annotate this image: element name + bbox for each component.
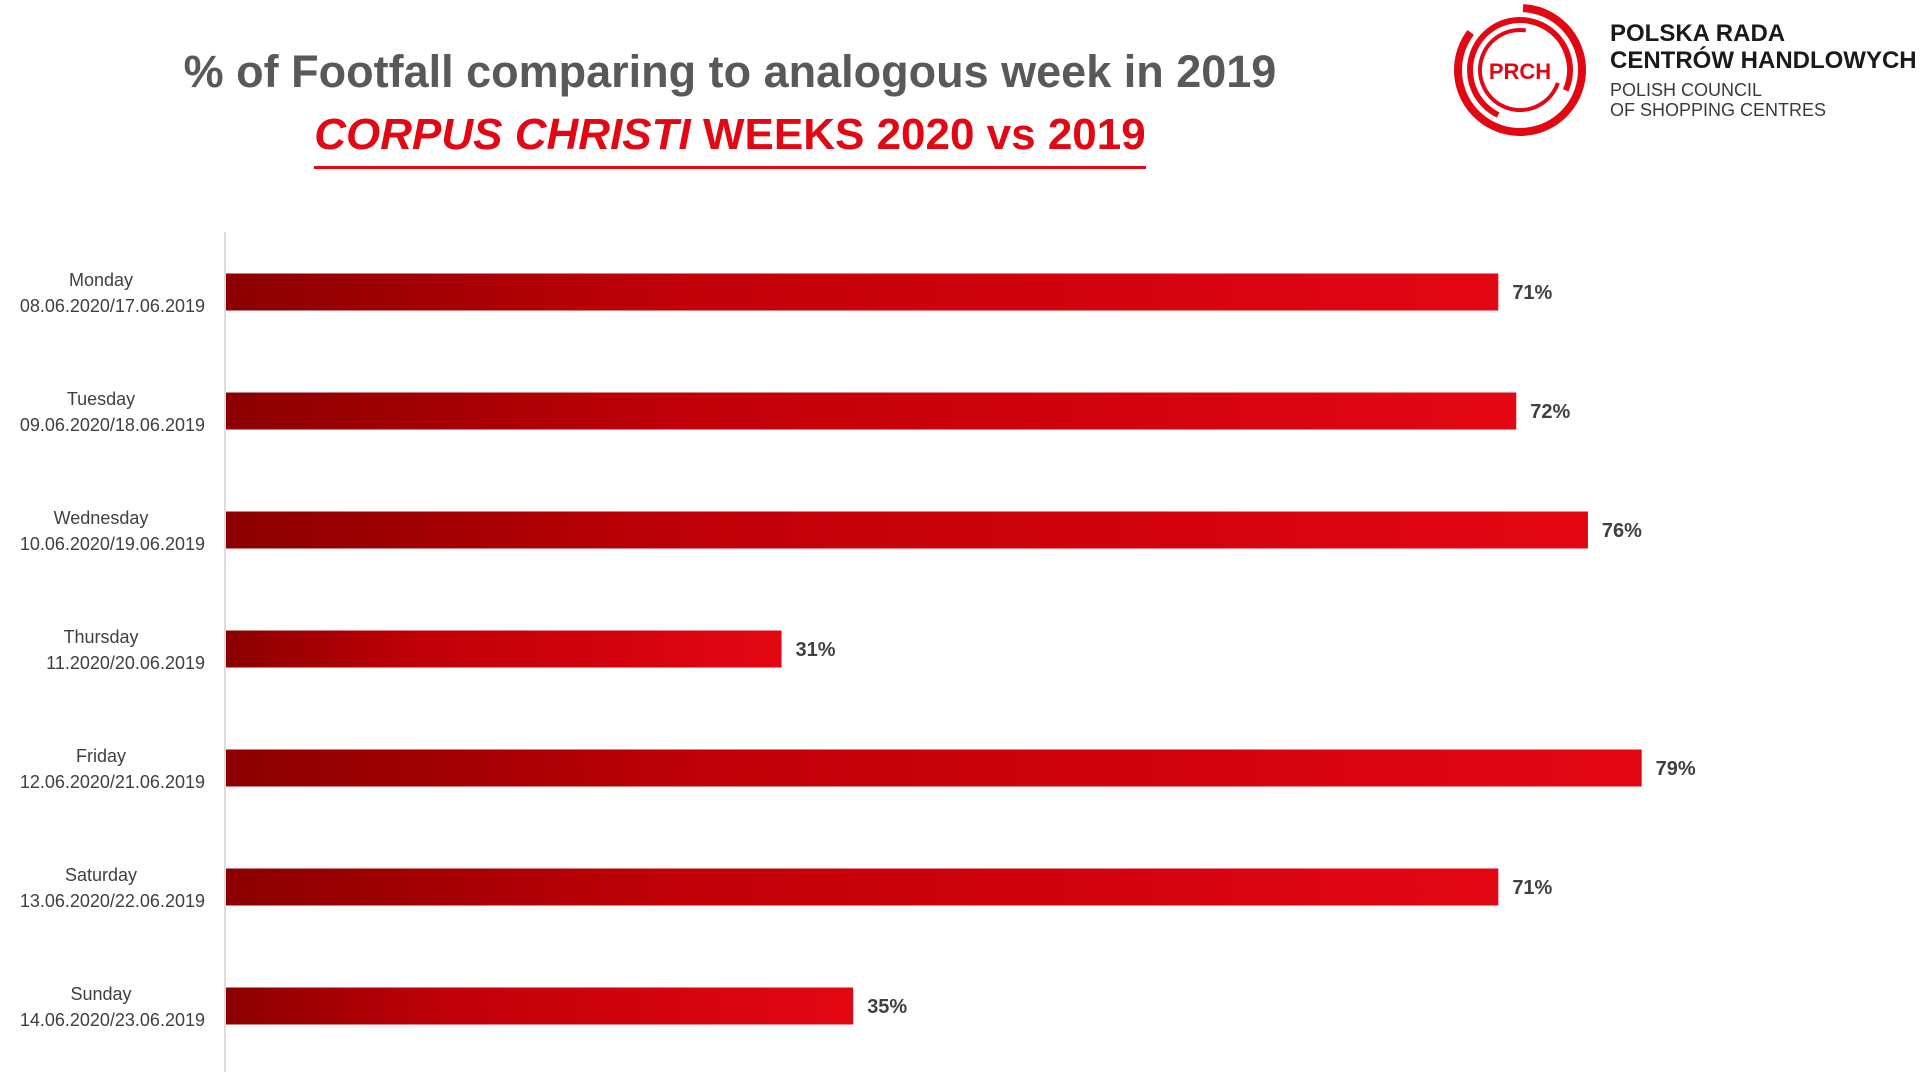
category-label-tuesday-day: Tuesday bbox=[67, 389, 135, 409]
prch-logo-icon: PRCH bbox=[1454, 4, 1586, 136]
category-label-sunday-day: Sunday bbox=[70, 984, 131, 1004]
subtitle-rest: WEEKS 2020 vs 2019 bbox=[690, 110, 1146, 159]
bar-friday bbox=[226, 749, 1642, 787]
category-label-friday-dates: 12.06.2020/21.06.2019 bbox=[20, 772, 205, 792]
category-label-monday-day: Monday bbox=[69, 270, 133, 290]
bar-sunday bbox=[226, 987, 854, 1025]
category-label-friday-day: Friday bbox=[76, 746, 126, 766]
category-label-wednesday-day: Wednesday bbox=[54, 508, 149, 528]
logo-name-line2: CENTRÓW HANDLOWYCH bbox=[1610, 47, 1917, 74]
logo-sub-line2: OF SHOPPING CENTRES bbox=[1610, 100, 1827, 120]
category-label-saturday-day: Saturday bbox=[65, 865, 137, 885]
category-label-thursday-day: Thursday bbox=[63, 627, 138, 647]
category-label-tuesday-dates: 09.06.2020/18.06.2019 bbox=[20, 415, 205, 435]
bar-tuesday bbox=[226, 392, 1517, 430]
value-label-friday: 79% bbox=[1656, 758, 1696, 780]
logo-badge: PRCH bbox=[1489, 59, 1551, 84]
category-label-monday-dates: 08.06.2020/17.06.2019 bbox=[20, 296, 205, 316]
bar-thursday bbox=[226, 630, 782, 668]
bar-monday bbox=[226, 273, 1499, 311]
subtitle-italic: CORPUS CHRISTI bbox=[314, 110, 691, 159]
category-label-saturday-dates: 13.06.2020/22.06.2019 bbox=[20, 891, 205, 911]
prch-logo: PRCH POLSKA RADA CENTRÓW HANDLOWYCH POLI… bbox=[1450, 0, 1920, 140]
chart-title: % of Footfall comparing to analogous wee… bbox=[183, 46, 1277, 97]
value-label-wednesday: 76% bbox=[1602, 520, 1642, 542]
logo-name-line1: POLSKA RADA bbox=[1610, 20, 1786, 47]
bar-saturday bbox=[226, 868, 1499, 906]
value-label-sunday: 35% bbox=[867, 996, 907, 1018]
category-label-sunday-dates: 14.06.2020/23.06.2019 bbox=[20, 1010, 205, 1030]
value-label-thursday: 31% bbox=[796, 639, 836, 661]
title-block: % of Footfall comparing to analogous wee… bbox=[0, 40, 1460, 169]
category-label-wednesday-dates: 10.06.2020/19.06.2019 bbox=[20, 534, 205, 554]
category-label-thursday-dates: 11.2020/20.06.2019 bbox=[46, 653, 205, 673]
value-label-saturday: 71% bbox=[1512, 877, 1552, 899]
logo-sub-line1: POLISH COUNCIL bbox=[1610, 80, 1763, 100]
value-label-tuesday: 72% bbox=[1530, 401, 1570, 423]
chart-subtitle: CORPUS CHRISTI WEEKS 2020 vs 2019 bbox=[314, 104, 1146, 169]
value-label-monday: 71% bbox=[1512, 282, 1552, 304]
bar-wednesday bbox=[226, 511, 1588, 549]
